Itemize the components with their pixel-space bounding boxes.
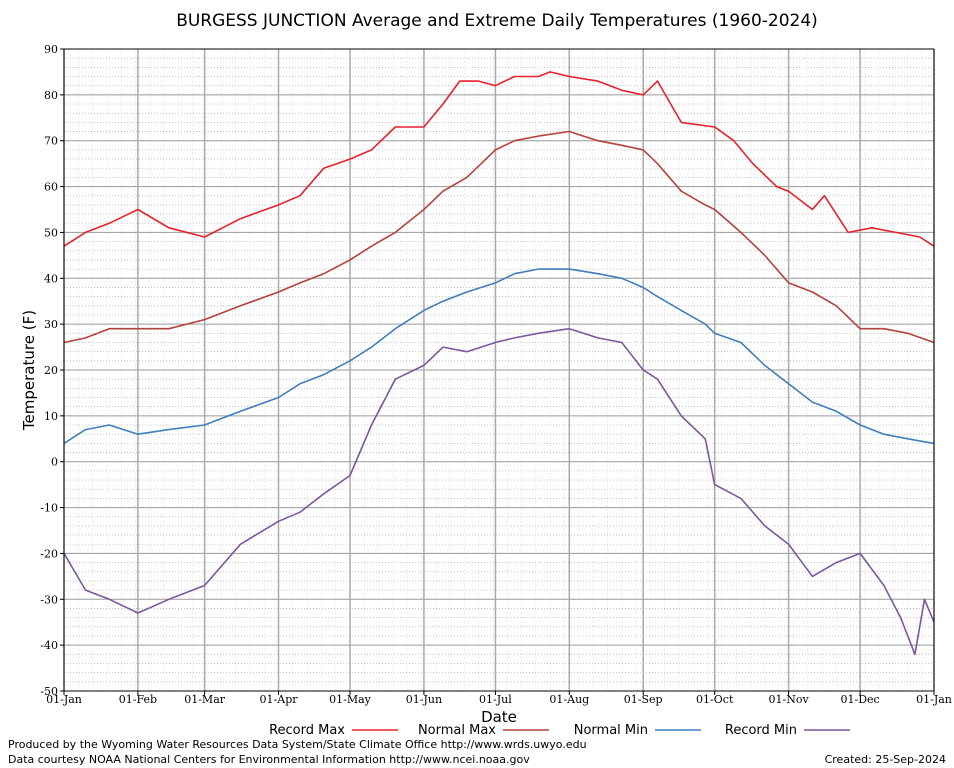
legend-label: Normal Min [574, 723, 648, 738]
x-axis-ticks: 01-Jan 01-Feb 01-Mar 01-Apr 01-May 01-Jun 01-J… [46, 691, 952, 706]
legend-label: Record Min [725, 723, 797, 738]
legend: Record Max Normal Max Normal Min Record Min [269, 723, 850, 738]
x-tick-label: 01-Jan [916, 693, 952, 706]
footer-credit-wrds: Produced by the Wyoming Water Resources … [8, 738, 587, 751]
y-axis-label: Temperature (F) [20, 310, 38, 431]
series-line-record-max [63, 71, 935, 247]
x-tick-label: 01-Jul [479, 693, 512, 706]
x-tick-label: 01-Nov [769, 693, 810, 706]
y-tick-label: 80 [44, 89, 58, 102]
y-tick-label: -40 [40, 639, 58, 652]
y-tick-label: -30 [40, 593, 58, 606]
y-tick-label: 50 [44, 226, 58, 239]
x-tick-label: 01-Aug [549, 693, 589, 706]
legend-label: Normal Max [418, 723, 496, 738]
footer-created-date: Created: 25-Sep-2024 [824, 753, 946, 766]
y-tick-label: -20 [40, 547, 58, 560]
y-tick-label: -50 [40, 685, 58, 698]
x-tick-label: 01-Dec [841, 693, 880, 706]
y-tick-label: 90 [44, 43, 58, 56]
x-tick-label: 01-Jan [46, 693, 82, 706]
y-tick-label: 0 [51, 456, 58, 469]
x-tick-label: 01-Mar [184, 693, 226, 706]
x-tick-label: 01-Feb [119, 693, 157, 706]
y-tick-label: 60 [44, 181, 58, 194]
y-axis-ticks: 90 80 70 60 50 40 30 20 10 0 -10 -20 -30 -40 -50 [40, 43, 64, 698]
x-tick-label: 01-Oct [696, 693, 734, 706]
y-tick-label: 40 [44, 272, 58, 285]
legend-label: Record Max [269, 723, 345, 738]
series-line-normal-min [63, 268, 935, 445]
series-line-record-min [63, 327, 935, 656]
y-tick-label: -10 [40, 502, 58, 515]
grid-lines [63, 48, 935, 692]
x-tick-label: 01-Sep [624, 693, 663, 706]
y-tick-label: 20 [44, 364, 58, 377]
footer-credit-noaa: Data courtesy NOAA National Centers for … [8, 753, 530, 766]
x-tick-label: 01-Apr [260, 693, 299, 706]
x-axis-label: Date [481, 708, 517, 726]
chart-title: BURGESS JUNCTION Average and Extreme Dai… [176, 11, 818, 31]
y-tick-label: 10 [44, 410, 58, 423]
x-tick-label: 01-Jun [406, 693, 442, 706]
y-tick-label: 30 [44, 318, 58, 331]
y-tick-label: 70 [44, 135, 58, 148]
series-line-normal-max [63, 130, 935, 344]
series-layer [63, 71, 935, 656]
x-tick-label: 01-May [329, 693, 372, 706]
